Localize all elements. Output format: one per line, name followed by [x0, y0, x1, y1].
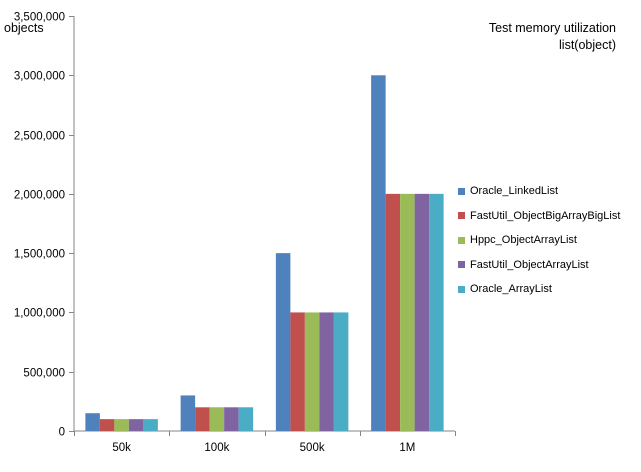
legend-swatch	[458, 212, 465, 220]
bar	[385, 193, 401, 431]
legend-swatch	[458, 285, 465, 293]
bar	[319, 312, 334, 431]
legend-item: FastUtil_ObjectArrayList	[458, 253, 638, 278]
bar	[290, 312, 305, 431]
bar	[85, 413, 100, 431]
bar	[114, 419, 129, 431]
bar	[195, 407, 210, 431]
legend-item: FastUtil_ObjectBigArrayBigList	[458, 204, 638, 229]
legend-item: Oracle_ArrayList	[458, 277, 638, 302]
legend-swatch	[458, 187, 465, 195]
x-tick-label: 100k	[204, 442, 229, 454]
bar	[414, 193, 430, 431]
bar	[304, 312, 320, 431]
y-tick-label: 1,500,000	[14, 249, 65, 261]
bar	[224, 407, 239, 431]
chart-title: Test memory utilization list(object)	[430, 20, 616, 54]
x-tick-label: 1M	[399, 442, 415, 454]
y-tick-label: 3,500,000	[14, 12, 65, 24]
chart-title-line-2: list(object)	[559, 38, 616, 52]
y-tick-label: 2,000,000	[14, 190, 65, 202]
bar	[209, 407, 225, 431]
y-tick-label: 3,000,000	[14, 71, 65, 83]
legend-label: Hppc_ObjectArrayList	[470, 234, 577, 247]
bar	[238, 407, 254, 431]
y-tick-label: 1,000,000	[14, 308, 65, 320]
y-tick-label: 500,000	[23, 368, 65, 380]
bar	[333, 312, 349, 431]
legend-item: Hppc_ObjectArrayList	[458, 228, 638, 253]
legend-label: FastUtil_ObjectBigArrayBigList	[470, 209, 621, 222]
bar	[400, 193, 415, 431]
legend-label: FastUtil_ObjectArrayList	[470, 258, 589, 271]
y-axis-label: objects	[4, 21, 44, 35]
legend: Oracle_LinkedList FastUtil_ObjectBigArra…	[458, 179, 638, 302]
bar	[143, 419, 158, 431]
bar	[275, 253, 291, 431]
y-tick-label: 0	[59, 427, 65, 439]
chart-title-line-1: Test memory utilization	[488, 21, 616, 35]
bar	[180, 395, 196, 431]
bar	[371, 75, 386, 432]
y-tick-label: 2,500,000	[14, 131, 65, 143]
x-tick-label: 50k	[112, 442, 131, 454]
x-tick-label: 500k	[300, 442, 325, 454]
legend-swatch	[458, 261, 465, 269]
legend-label: Oracle_ArrayList	[470, 283, 552, 296]
bar	[99, 419, 115, 431]
legend-swatch	[458, 236, 465, 244]
legend-label: Oracle_LinkedList	[470, 185, 559, 198]
bar	[128, 419, 144, 431]
bar	[429, 193, 444, 431]
legend-item: Oracle_LinkedList	[458, 179, 638, 204]
